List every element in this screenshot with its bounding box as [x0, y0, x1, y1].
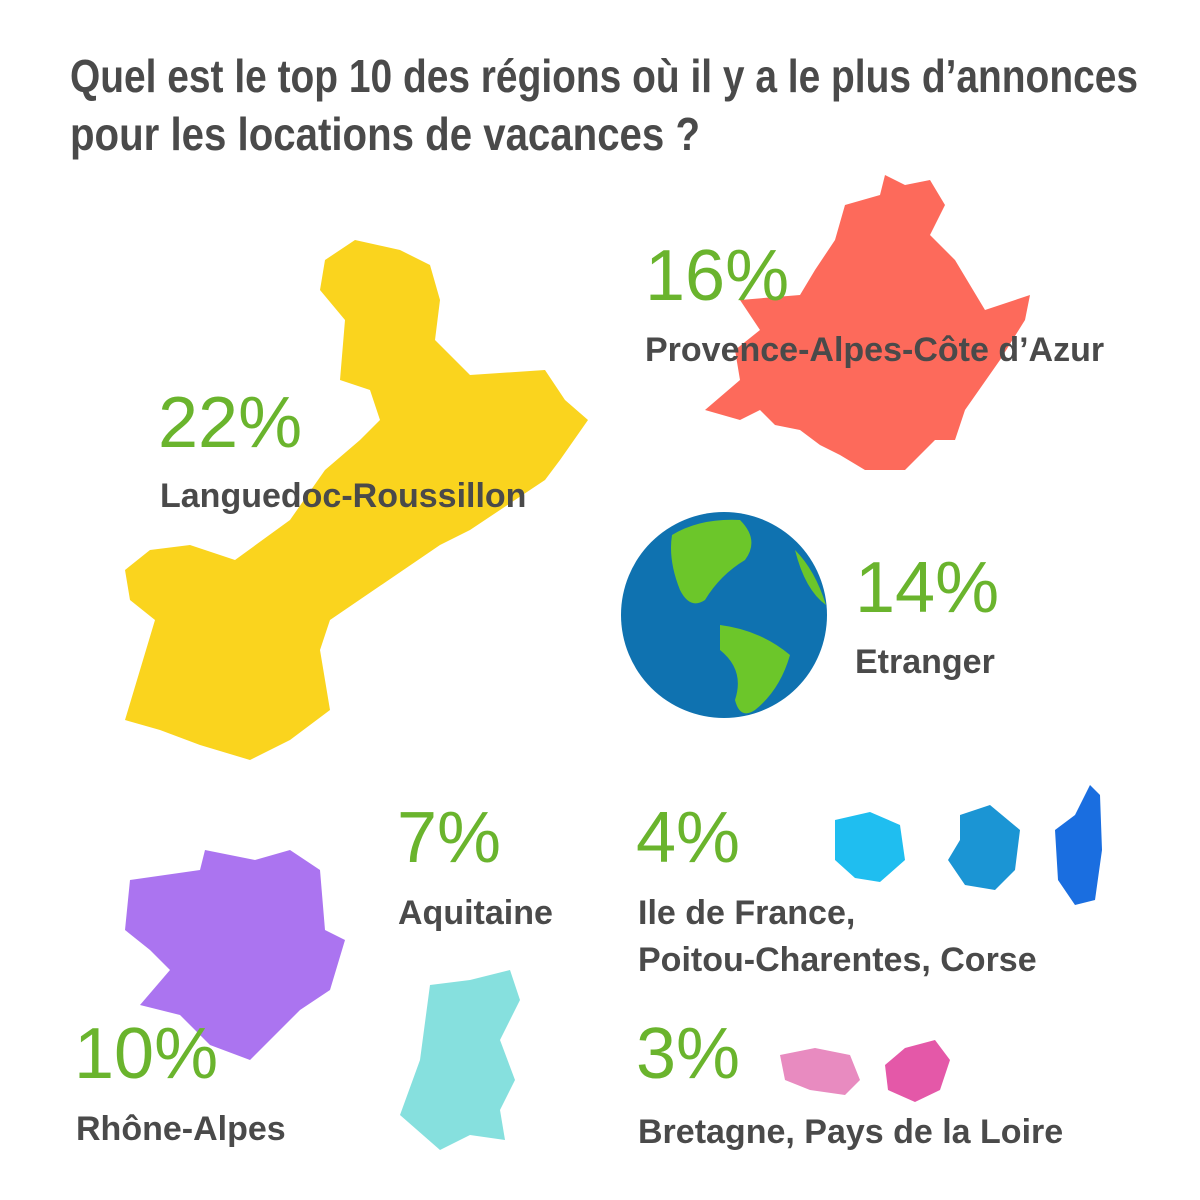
idf-shape — [835, 812, 905, 882]
percent: 16% — [645, 236, 789, 316]
region-label: Etranger — [855, 643, 995, 681]
region-label: Bretagne, Pays de la Loire — [638, 1113, 1063, 1151]
aquitaine-shape — [400, 970, 520, 1150]
globe-land — [671, 519, 826, 714]
percent: 22% — [158, 383, 302, 463]
region-label: Provence-Alpes-Côte d’Azur — [645, 331, 1104, 369]
title-line: pour les locations de vacances ? — [70, 108, 700, 160]
percent: 3% — [636, 1014, 740, 1094]
rhone-alpes-shape — [125, 850, 345, 1060]
bretagne-shape — [780, 1048, 860, 1095]
region-label: Languedoc-Roussillon — [160, 477, 526, 515]
languedoc-shape — [125, 240, 588, 760]
region-label: Poitou-Charentes, Corse — [638, 941, 1037, 979]
percent: 4% — [636, 798, 740, 878]
poitou-shape — [948, 805, 1020, 890]
globe — [621, 512, 827, 718]
percent: 10% — [74, 1014, 218, 1094]
region-label: Rhône-Alpes — [76, 1110, 286, 1148]
region-label: Ile de France, — [638, 894, 855, 932]
region-label: Aquitaine — [398, 894, 553, 932]
title-line: Quel est le top 10 des régions où il y a… — [70, 50, 1138, 102]
pays-loire-shape — [885, 1040, 950, 1102]
percent: 14% — [855, 548, 999, 628]
paca-shape — [705, 175, 1030, 470]
percent: 7% — [397, 798, 501, 878]
corse-shape — [1055, 785, 1102, 905]
